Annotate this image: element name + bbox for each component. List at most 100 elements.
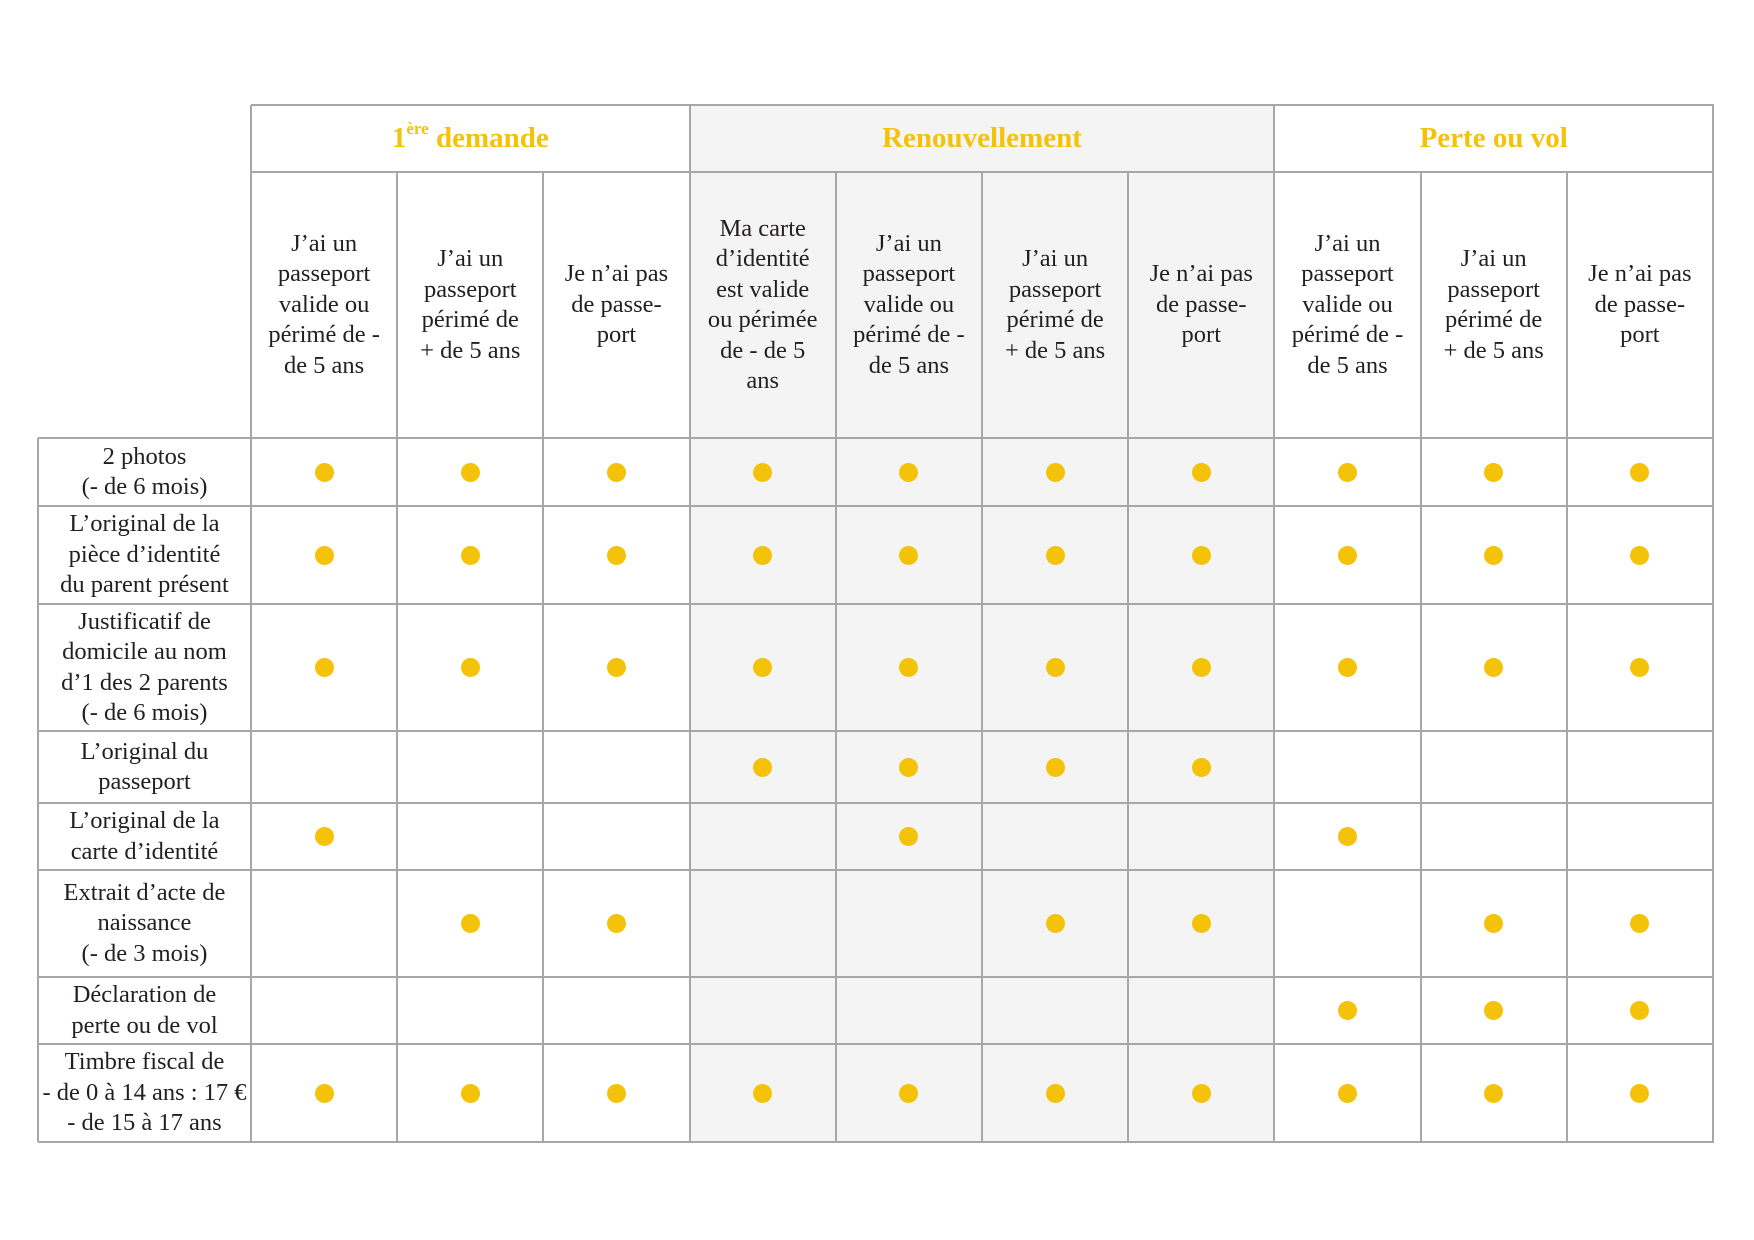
grid-line	[1273, 172, 1275, 1142]
table-cell	[1421, 731, 1567, 803]
table-cell	[982, 870, 1128, 977]
table-cell	[543, 604, 689, 731]
table-cell	[690, 977, 836, 1044]
table-cell	[1128, 977, 1274, 1044]
column-header-text: Je n’ai pas de passe- port	[1588, 260, 1692, 349]
grid-line	[835, 172, 837, 1142]
required-dot	[1045, 1083, 1065, 1103]
table-cell	[836, 803, 982, 870]
grid-line	[1566, 172, 1568, 1142]
required-dot	[899, 757, 919, 777]
required-dot	[1484, 1001, 1504, 1020]
table-cell	[690, 870, 836, 977]
table-cell	[543, 506, 689, 604]
group-title-text: Perte ou vol	[1419, 122, 1568, 154]
grid-line	[38, 1043, 1714, 1045]
table-cell	[251, 803, 397, 870]
table-cell	[1128, 803, 1274, 870]
group-header-0: 1ère demande	[251, 105, 690, 172]
table-cell	[690, 438, 836, 506]
row-label-text: L’original de la carte d’identité	[69, 807, 220, 865]
column-header-9: J’ai un passeport périmé de + de 5 ans	[1421, 172, 1567, 438]
required-dot	[1630, 462, 1650, 482]
group-title-rest: demande	[428, 122, 549, 154]
group-header-1: Renouvellement	[690, 105, 1275, 172]
row-label-text: Timbre fiscal de - de 0 à 14 ans : 17 € …	[42, 1048, 247, 1137]
required-dot	[899, 1083, 919, 1103]
column-header-text: J’ai un passeport périmé de + de 5 ans	[420, 245, 521, 364]
required-dot	[1484, 462, 1504, 482]
required-dot	[314, 462, 334, 482]
required-dot	[899, 545, 919, 565]
row-label-7: Déclaration de perte ou de vol	[38, 977, 251, 1044]
table-cell	[1274, 977, 1420, 1044]
table-cell	[1128, 604, 1274, 731]
grid-line	[251, 104, 1714, 106]
column-header-text: Je n’ai pas de passe- port	[1149, 260, 1253, 349]
table-cell	[1567, 506, 1713, 604]
required-dot	[1630, 658, 1650, 677]
row-label-text: Justificatif de domicile au nom d’1 des …	[61, 607, 228, 727]
row-label-text: L’original du passeport	[80, 737, 209, 796]
table-cell	[1128, 870, 1274, 977]
table-cell	[251, 977, 397, 1044]
required-dot	[606, 1083, 626, 1103]
grid-line	[1420, 172, 1422, 1142]
grid-line	[38, 437, 1714, 439]
table-cell	[1421, 977, 1567, 1044]
grid-line	[542, 172, 544, 1142]
required-dot	[460, 462, 480, 482]
table-cell	[1567, 1044, 1713, 1142]
required-dot	[1484, 914, 1504, 933]
table-cell	[690, 604, 836, 731]
required-dot	[606, 914, 626, 933]
required-dot	[1191, 658, 1211, 677]
required-dot	[314, 545, 334, 565]
table-cell	[543, 870, 689, 977]
grid-line	[1273, 105, 1275, 172]
table-cell	[397, 977, 543, 1044]
table-cell	[543, 977, 689, 1044]
table-cell	[690, 803, 836, 870]
table-cell	[397, 803, 543, 870]
column-header-2: J’ai un passeport périmé de + de 5 ans	[397, 172, 543, 438]
required-dot	[460, 1083, 480, 1103]
grid-line	[981, 172, 983, 1142]
table-cell	[690, 506, 836, 604]
table-cell	[397, 506, 543, 604]
required-dot	[1484, 658, 1504, 677]
required-dot	[1045, 545, 1065, 565]
required-dot	[1191, 1083, 1211, 1103]
grid-line	[396, 172, 398, 1142]
table-cell	[1567, 438, 1713, 506]
column-header-6: J’ai un passeport périmé de + de 5 ans	[982, 172, 1128, 438]
table-cell	[251, 731, 397, 803]
table-cell	[543, 1044, 689, 1142]
table-cell	[836, 604, 982, 731]
required-dot	[753, 462, 773, 482]
column-header-text: Je n’ai pas de passe- port	[564, 260, 669, 349]
table-cell	[1567, 870, 1713, 977]
required-dot	[1045, 757, 1065, 777]
required-dot	[314, 827, 334, 846]
table-cell	[397, 870, 543, 977]
table-cell	[1128, 438, 1274, 506]
row-label-text: L’original de la pièce d’identité du par…	[60, 510, 229, 599]
grid-line	[1127, 172, 1129, 1142]
table-cell	[251, 506, 397, 604]
table-cell	[836, 731, 982, 803]
table-cell	[1421, 1044, 1567, 1142]
required-dot	[1337, 1083, 1357, 1103]
row-label-5: L’original de la carte d’identité	[38, 803, 251, 870]
required-dot	[314, 658, 334, 677]
row-label-6: Extrait d’acte de naissance (- de 3 mois…	[38, 870, 251, 977]
row-label-8: Timbre fiscal de - de 0 à 14 ans : 17 € …	[38, 1044, 251, 1142]
column-header-4: Ma carte d’identité est valide ou périmé…	[690, 172, 836, 438]
group-header-2: Perte ou vol	[1274, 105, 1713, 172]
column-header-8: J’ai un passeport valide ou périmé de - …	[1274, 172, 1420, 438]
row-label-1: 2 photos (- de 6 mois)	[38, 438, 251, 506]
required-dot	[753, 1083, 773, 1103]
table-cell	[397, 438, 543, 506]
table-cell	[1421, 870, 1567, 977]
